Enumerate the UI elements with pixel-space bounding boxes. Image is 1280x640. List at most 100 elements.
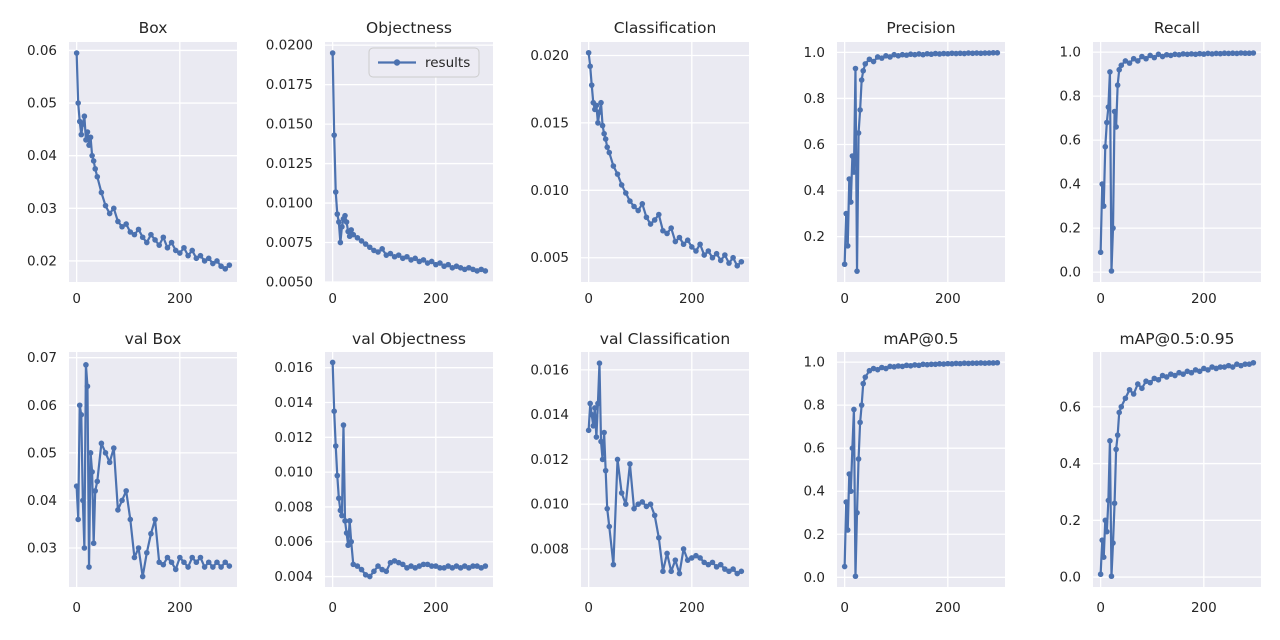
series-marker [78, 131, 85, 138]
series-marker [189, 247, 196, 254]
series-marker [592, 405, 598, 411]
series-marker [148, 231, 154, 238]
series-marker [1180, 371, 1186, 377]
series-marker [135, 226, 142, 233]
series-marker [596, 109, 603, 115]
series-marker [334, 211, 341, 217]
series-marker [348, 538, 355, 545]
series-marker [1155, 51, 1162, 58]
series-marker [713, 564, 720, 570]
series-marker [1184, 51, 1191, 58]
plot-area [69, 42, 237, 282]
series-marker [383, 568, 390, 575]
series-marker [866, 367, 873, 374]
subplot-map05: 0 200 0.0 0.2 0.4 0.6 0.8 1.0 mAP@0.5 [804, 330, 1005, 616]
subplot-title: Recall [1154, 19, 1200, 37]
x-tick-label: 200 [167, 291, 193, 307]
series-marker [656, 534, 662, 541]
y-tick-label: 0.8 [1060, 89, 1081, 105]
series-marker [193, 255, 200, 262]
y-tick-label: 0.014 [530, 407, 569, 423]
y-tick-label: 0.0150 [266, 117, 313, 133]
series-marker [680, 546, 687, 552]
series-marker [599, 456, 606, 463]
series-marker [139, 573, 146, 580]
series-marker [945, 360, 951, 367]
series-marker [953, 50, 959, 57]
series-marker [395, 252, 402, 258]
y-tick-label: 0.016 [530, 362, 569, 378]
series-marker [730, 254, 736, 261]
series-marker [1205, 367, 1211, 373]
series-marker [106, 210, 113, 217]
series-marker [148, 530, 154, 537]
series-marker [428, 258, 435, 265]
y-tick-label: 0.03 [27, 201, 57, 217]
series-marker [205, 255, 212, 262]
series-marker [969, 360, 976, 366]
series-marker [334, 472, 341, 479]
series-marker [210, 564, 216, 570]
series-marker [701, 252, 708, 258]
series-marker [1102, 143, 1109, 150]
y-tick-label: 0.4 [804, 484, 825, 500]
series-marker [945, 50, 951, 57]
series-marker [1188, 369, 1195, 376]
plot-area [1093, 42, 1261, 282]
y-tick-label: 0.8 [804, 91, 825, 107]
y-tick-label: 0.4 [1060, 456, 1081, 472]
series-marker [587, 63, 593, 70]
series-marker [920, 361, 926, 368]
y-tick-label: 0.010 [530, 183, 569, 199]
y-tick-label: 1.0 [1060, 45, 1081, 61]
series-marker [131, 554, 138, 561]
series-marker [1250, 50, 1257, 56]
series-marker [738, 258, 745, 265]
series-marker [639, 201, 646, 207]
series-marker [843, 499, 849, 505]
series-marker [131, 231, 138, 238]
series-marker [627, 198, 633, 204]
x-tick-label: 0 [584, 600, 593, 616]
y-tick-label: 0.0 [804, 570, 825, 586]
series-marker [1163, 51, 1170, 58]
series-marker [428, 563, 435, 569]
x-tick-label: 0 [72, 600, 81, 616]
series-marker [622, 501, 629, 507]
series-marker [1107, 438, 1113, 444]
series-marker [598, 438, 604, 445]
series-marker [89, 469, 95, 475]
series-marker [949, 50, 955, 57]
series-marker [1105, 104, 1112, 110]
series-marker [604, 505, 611, 512]
series-marker [912, 51, 918, 58]
series-marker [932, 361, 939, 368]
y-tick-label: 1.0 [804, 45, 825, 61]
series-marker [1130, 391, 1137, 397]
series-marker [214, 559, 220, 566]
series-marker [870, 58, 877, 65]
y-tick-label: 0.0075 [266, 235, 313, 251]
series-marker [73, 483, 80, 489]
series-marker [858, 77, 865, 83]
series-marker [717, 257, 724, 264]
y-tick-label: 0.0125 [266, 156, 313, 172]
series-marker [339, 512, 345, 519]
series-marker [936, 51, 943, 57]
x-tick-label: 0 [840, 291, 849, 307]
series-marker [1116, 66, 1123, 73]
series-marker [1099, 181, 1105, 187]
y-tick-label: 0.8 [804, 398, 825, 414]
series-marker [119, 497, 125, 504]
series-marker [849, 153, 856, 159]
series-marker [94, 173, 101, 180]
series-marker [358, 566, 365, 573]
series-marker [953, 360, 959, 367]
series-marker [957, 50, 964, 57]
series-marker [172, 566, 179, 573]
series-marker [734, 263, 741, 269]
series-marker [189, 554, 196, 561]
series-marker [110, 445, 117, 451]
series-marker [94, 478, 101, 485]
series-marker [851, 169, 857, 175]
